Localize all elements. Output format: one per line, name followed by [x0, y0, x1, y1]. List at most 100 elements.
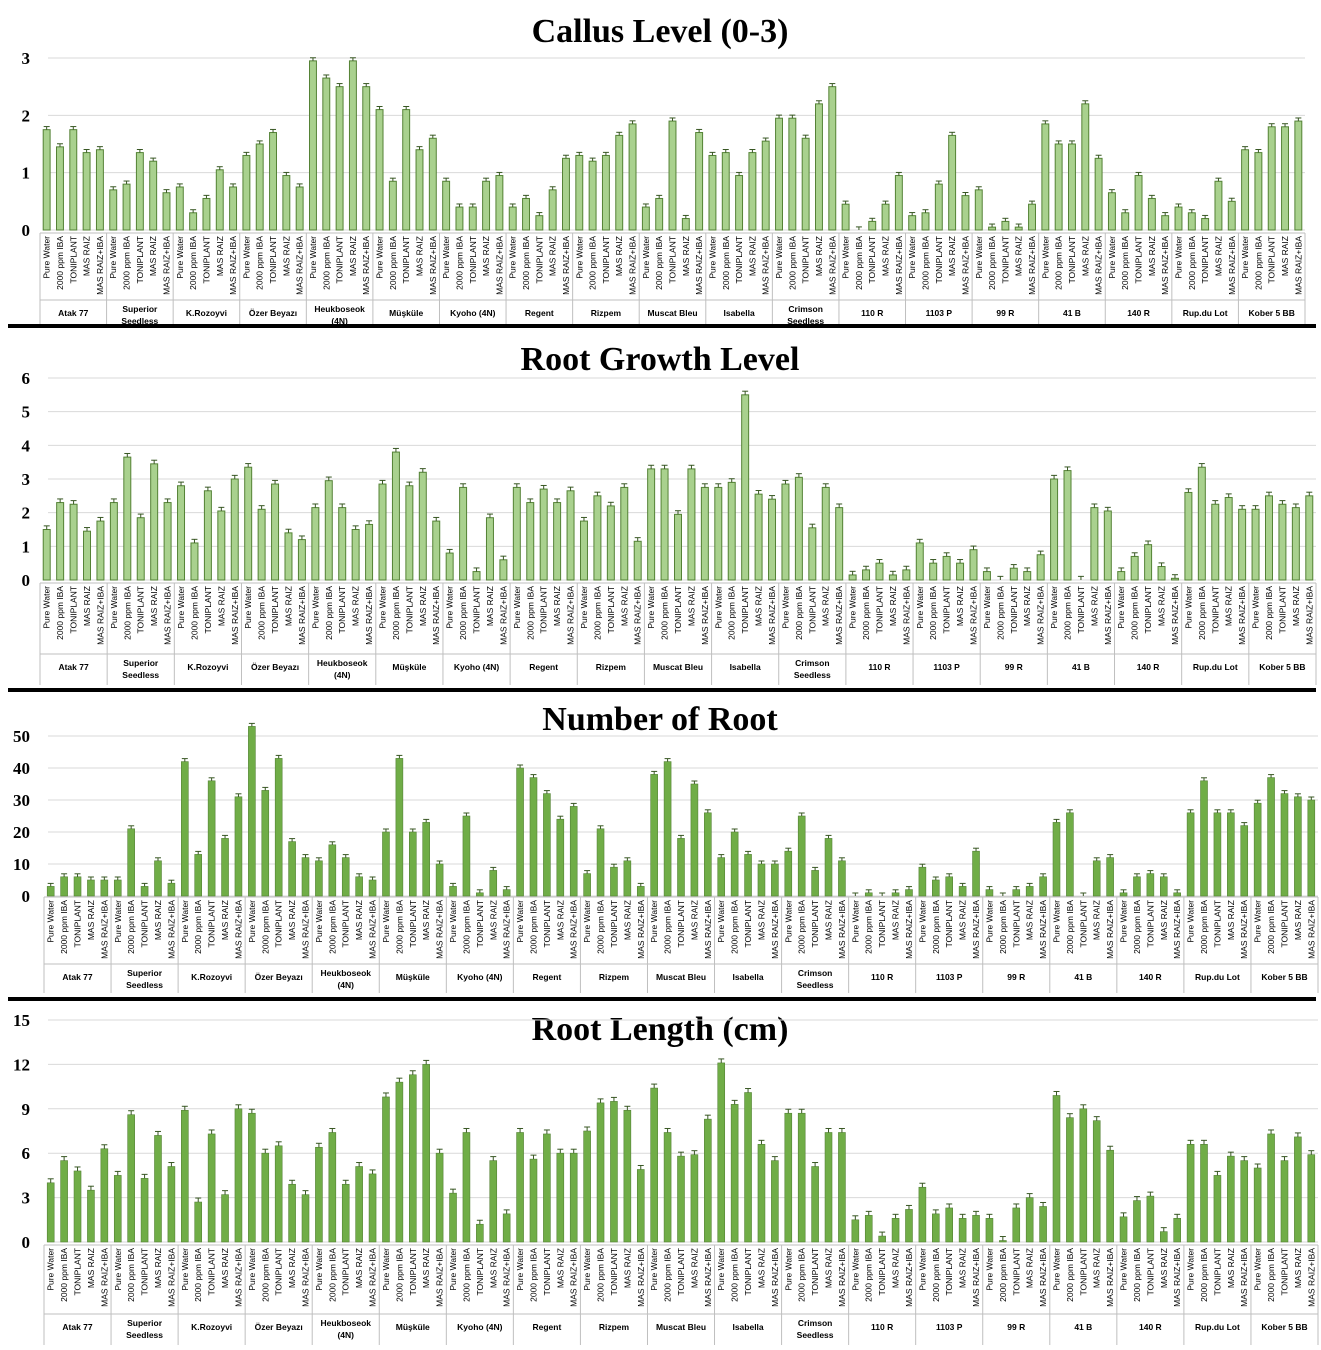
bar	[543, 793, 551, 897]
x-tick-label: 2000 ppm IBA	[525, 586, 535, 640]
bar	[46, 886, 55, 897]
bar	[610, 866, 618, 897]
x-tick-label: MAS RAIZ	[1092, 1248, 1102, 1288]
x-tick-label: MAS RAIZ+IBA	[361, 236, 371, 295]
bar	[811, 870, 819, 897]
bar	[315, 1146, 323, 1243]
bar	[127, 1114, 135, 1243]
bar	[422, 1064, 430, 1243]
bar	[311, 507, 320, 581]
bar	[794, 476, 803, 581]
x-tick-label: Pure Water	[176, 586, 186, 629]
x-tick-label: TONIPLANT	[1210, 586, 1220, 634]
group-label: 99 R	[996, 308, 1014, 318]
bar	[784, 1112, 793, 1243]
bar	[516, 767, 524, 897]
x-tick-label: Pure Water	[1051, 1248, 1061, 1291]
x-tick-label: MAS RAIZ+IBA	[228, 236, 238, 295]
x-tick-label: Pure Water	[783, 900, 793, 943]
x-tick-label: 2000 ppm IBA	[864, 900, 874, 954]
bar	[717, 1062, 726, 1243]
bar	[838, 860, 846, 897]
group-label: 41 B	[1072, 662, 1090, 672]
y-tick-label: 12	[13, 1055, 30, 1074]
bar	[641, 206, 650, 231]
x-tick-label: TONIPLANT	[472, 586, 482, 634]
x-tick-label: MAS RAIZ+IBA	[1160, 236, 1170, 295]
bar	[341, 857, 350, 897]
bar	[556, 1152, 565, 1243]
x-tick-label: Pure Water	[707, 236, 717, 279]
group-label: 99 R	[1005, 662, 1023, 672]
x-tick-label: MAS RAIZ	[354, 1248, 364, 1288]
bar	[824, 1132, 833, 1243]
x-tick-label: 2000 ppm IBA	[394, 900, 404, 954]
group-label: 140 R	[1137, 662, 1160, 672]
x-tick-label: MAS RAIZ	[1293, 900, 1303, 940]
x-tick-label: TONIPLANT	[874, 586, 884, 634]
bar	[368, 1173, 377, 1243]
x-tick-label: MAS RAIZ	[1022, 586, 1032, 626]
x-tick-label: TONIPLANT	[73, 1248, 83, 1296]
x-tick-label: Pure Water	[378, 586, 388, 629]
bar	[768, 498, 777, 581]
x-tick-label: MAS RAIZ+IBA	[166, 1248, 176, 1307]
group-label: Atak 77	[58, 308, 89, 318]
x-tick-label: Pure Water	[841, 236, 851, 279]
x-tick-label: Pure Water	[108, 236, 118, 279]
x-tick-label: TONIPLANT	[1145, 1248, 1155, 1296]
x-tick-label: MAS RAIZ+IBA	[894, 236, 904, 295]
x-tick-label: 2000 ppm IBA	[721, 236, 731, 290]
x-tick-label: MAS RAIZ	[614, 236, 624, 276]
bar	[1213, 812, 1222, 897]
bar	[167, 1166, 176, 1243]
x-tick-label: 2000 ppm IBA	[458, 586, 468, 640]
x-tick-label: 2000 ppm IBA	[189, 586, 199, 640]
group-label: Muscat Bleu	[656, 1322, 706, 1332]
group-label: Kyoho (4N)	[457, 972, 503, 982]
bar	[1025, 886, 1034, 897]
x-tick-label: Pure Water	[314, 1248, 324, 1291]
x-tick-label: MAS RAIZ+IBA	[1038, 1248, 1048, 1307]
bar	[60, 1160, 68, 1243]
bar	[1146, 873, 1155, 897]
bar	[1251, 508, 1260, 581]
bar	[562, 157, 570, 231]
x-tick-label: TONIPLANT	[668, 236, 678, 284]
bar	[73, 1170, 82, 1243]
bar	[945, 876, 953, 897]
bar	[391, 451, 400, 581]
bar	[82, 152, 91, 231]
x-tick-label: 2000 ppm IBA	[1132, 900, 1142, 954]
x-tick-label: MAS RAIZ+IBA	[1239, 1248, 1249, 1307]
bar	[1253, 802, 1262, 897]
x-tick-label: 2000 ppm IBA	[1199, 1248, 1209, 1302]
bar	[596, 828, 605, 897]
bar	[601, 154, 610, 231]
chart-title: Callus Level (0-3)	[532, 13, 789, 50]
x-tick-label: TONIPLANT	[601, 236, 611, 284]
group-label: Müşküle	[392, 662, 426, 672]
bar	[1291, 507, 1300, 581]
x-tick-label: TONIPLANT	[944, 1248, 954, 1296]
x-tick-label: TONIPLANT	[609, 1248, 619, 1296]
bar	[593, 495, 602, 581]
x-tick-label: TONIPLANT	[673, 586, 683, 634]
x-tick-label: MAS RAIZ	[756, 900, 766, 940]
x-tick-label: MAS RAIZ	[1280, 236, 1290, 276]
x-tick-label: MAS RAIZ+IBA	[971, 900, 981, 959]
x-tick-label: TONIPLANT	[534, 236, 544, 284]
bar	[918, 866, 927, 897]
x-tick-label: 2000 ppm IBA	[1054, 236, 1064, 290]
chart-title: Root Growth Level	[521, 341, 800, 378]
bar	[1161, 215, 1170, 231]
bar	[1227, 812, 1235, 897]
x-tick-label: Pure Water	[448, 1248, 458, 1291]
bar	[248, 726, 256, 897]
bar	[636, 1169, 645, 1243]
bar	[1240, 1160, 1249, 1243]
x-tick-label: Pure Water	[1174, 236, 1184, 279]
bar	[761, 140, 770, 231]
x-tick-label: TONIPLANT	[1267, 236, 1277, 284]
